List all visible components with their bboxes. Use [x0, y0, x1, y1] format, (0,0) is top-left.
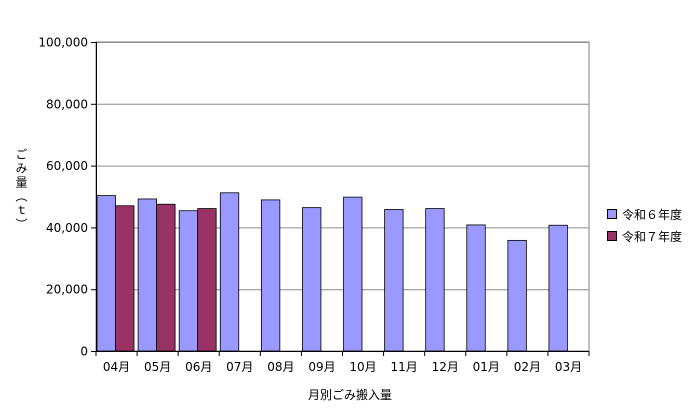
- x-tick-label: 02月: [514, 360, 541, 374]
- legend-label-series-2: 令和７年度: [622, 229, 683, 244]
- y-tick-label: 40,000: [46, 221, 88, 235]
- y-tick-label: 0: [80, 345, 88, 359]
- x-tick-label: 11月: [390, 360, 417, 374]
- y-tick-label: 80,000: [46, 97, 88, 111]
- x-tick-label: 06月: [185, 360, 212, 374]
- legend-swatch-series-1: [607, 209, 617, 219]
- x-tick-label: 04月: [103, 360, 130, 374]
- x-tick-label: 09月: [308, 360, 335, 374]
- x-tick-label: 03月: [555, 360, 582, 374]
- bar-series-1-11月: [384, 209, 404, 352]
- x-tick-label: 12月: [432, 360, 459, 374]
- legend-swatch-series-2: [607, 231, 617, 241]
- x-tick-label: 08月: [267, 360, 294, 374]
- bar-series-1-08月: [260, 199, 281, 352]
- bar-series-1-09月: [302, 207, 322, 352]
- legend: 令和６年度 令和７年度: [607, 203, 682, 247]
- x-tick-label: 01月: [473, 360, 500, 374]
- bar-series-1-07月: [219, 192, 240, 352]
- bar-series-2-05月: [156, 203, 176, 352]
- plot-area: [95, 41, 590, 352]
- y-tick-label: 60,000: [46, 159, 88, 173]
- legend-label-series-1: 令和６年度: [622, 207, 683, 222]
- bar-series-1-01月: [466, 224, 486, 352]
- bar-series-2-04月: [115, 205, 135, 352]
- bar-series-2-06月: [197, 208, 217, 352]
- legend-item-series-2: 令和７年度: [607, 225, 682, 247]
- bar-series-1-03月: [548, 224, 568, 352]
- bar-series-1-02月: [507, 239, 527, 352]
- bar-series-1-12月: [425, 208, 445, 352]
- bar-series-1-04月: [96, 195, 116, 352]
- y-tick-label: 20,000: [46, 283, 88, 297]
- legend-item-series-1: 令和６年度: [607, 203, 682, 225]
- y-axis-label: ごみ量（ｔ）: [14, 148, 28, 232]
- x-tick-label: 05月: [144, 360, 171, 374]
- y-tick-label: 100,000: [38, 36, 88, 50]
- bar-series-1-06月: [178, 210, 199, 352]
- x-tick-label: 10月: [349, 360, 376, 374]
- x-axis-label: 月別ごみ搬入量: [307, 388, 392, 402]
- bar-series-1-05月: [137, 198, 157, 352]
- bar-series-1-10月: [343, 196, 363, 352]
- x-tick-label: 07月: [226, 360, 253, 374]
